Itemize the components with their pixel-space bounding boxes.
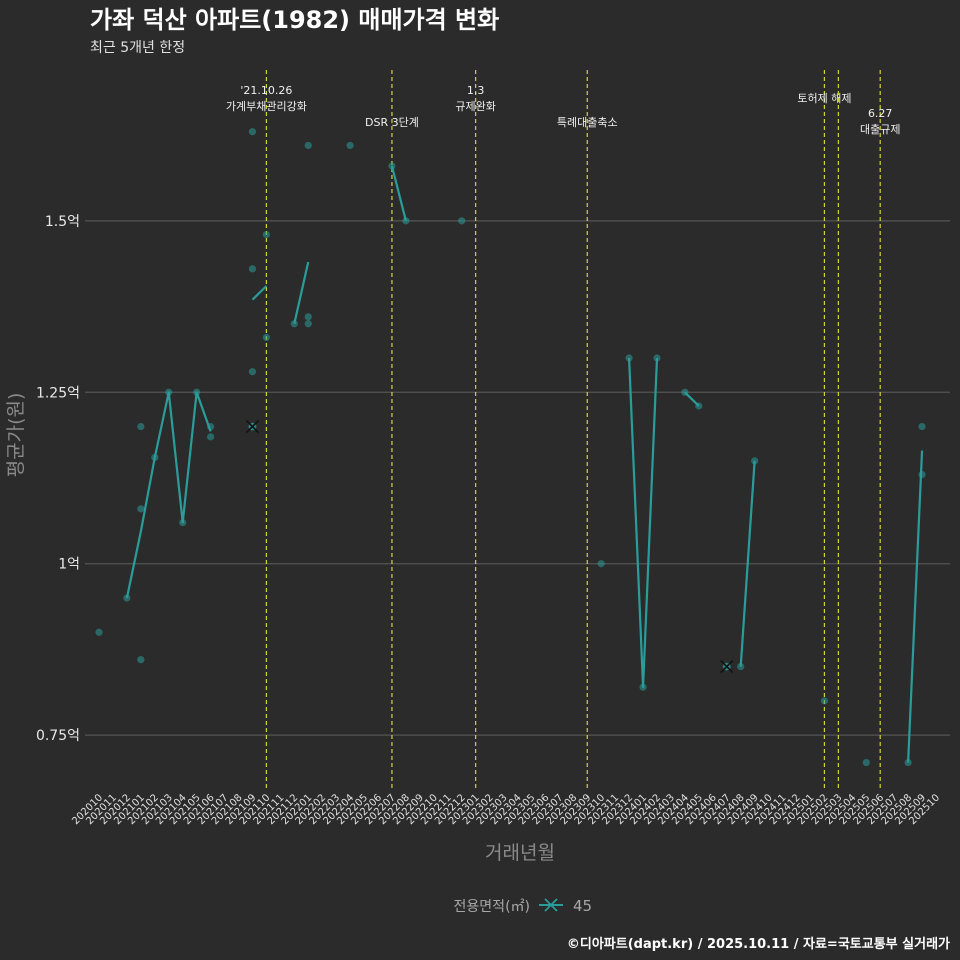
chart-title: 가좌 덕산 아파트(1982) 매매가격 변화 — [90, 6, 499, 34]
data-point — [597, 560, 605, 568]
data-point — [151, 453, 159, 462]
y-tick-label: 1.25억 — [36, 385, 80, 401]
data-point — [95, 628, 103, 636]
data-point — [304, 141, 312, 150]
series-line-segment — [390, 165, 407, 222]
data-point — [137, 422, 145, 431]
chart-subtitle: 최근 5개년 한정 — [90, 40, 185, 56]
cross-marker — [720, 660, 734, 674]
cross-marker-stroke — [720, 660, 734, 674]
data-point — [248, 128, 257, 136]
event-label: 6.27 — [868, 107, 893, 120]
data-point — [290, 320, 298, 328]
data-point — [904, 758, 912, 767]
y-tick-label: 1.5억 — [45, 214, 80, 230]
legend: 전용면적(㎡) 45 — [454, 897, 593, 915]
data-point — [304, 320, 312, 328]
y-axis-ticks: 0.75억 1억 1.25억 1.5억 — [36, 214, 80, 744]
data-point — [137, 656, 145, 664]
data-point — [207, 422, 215, 431]
data-point — [737, 662, 745, 671]
series-line-segment — [739, 460, 756, 667]
y-gridlines — [85, 220, 950, 736]
data-point — [248, 265, 257, 273]
data-point — [681, 388, 689, 396]
data-point — [388, 162, 396, 170]
data-point — [304, 313, 312, 321]
data-point — [123, 594, 131, 602]
cross-marker — [245, 420, 260, 434]
series-line-segment — [293, 261, 310, 324]
data-point — [207, 433, 215, 441]
legend-title: 전용면적(㎡) — [454, 899, 530, 915]
data-point — [918, 470, 926, 479]
event-label: 대출규제 — [860, 123, 900, 136]
x-axis-label: 거래년월 — [485, 842, 555, 864]
data-point — [248, 368, 257, 376]
data-point — [346, 141, 354, 150]
event-label: 가계부채관리강화 — [226, 100, 307, 113]
data-point — [165, 388, 173, 396]
data-point — [862, 758, 870, 767]
data-point — [625, 354, 633, 362]
y-axis-label: 평균가(원) — [5, 393, 27, 478]
event-label: 1.3 — [467, 84, 485, 97]
data-point — [639, 683, 647, 691]
event-label: DSR 3단계 — [365, 116, 419, 129]
series-line-segment — [251, 285, 268, 301]
data-point — [653, 354, 661, 362]
data-point — [458, 217, 466, 225]
cross-marker-stroke — [245, 420, 260, 434]
event-label: '21.10.26 — [240, 84, 292, 97]
x-axis-ticks: 2020102020112020122021012021022021032021… — [70, 792, 942, 827]
data-point — [918, 422, 926, 431]
event-label: 토허제 해제 — [797, 91, 851, 105]
source-caption: ©디아파트(dapt.kr) / 2025.10.11 / 자료=국토교통부 실… — [567, 936, 950, 952]
legend-label-45: 45 — [573, 897, 592, 915]
data-point — [751, 457, 759, 465]
series-line-segment — [125, 391, 212, 599]
series-line-segment — [907, 450, 924, 763]
data-point — [193, 388, 201, 396]
y-tick-label: 1억 — [58, 557, 80, 573]
data-point — [137, 505, 145, 513]
series-45 — [95, 128, 926, 767]
legend-swatch-45 — [539, 898, 563, 912]
data-point — [179, 518, 187, 527]
event-label: 규제완화 — [455, 100, 495, 113]
data-point — [262, 333, 270, 342]
y-tick-label: 0.75억 — [36, 728, 80, 744]
data-point — [262, 230, 270, 239]
data-point — [820, 697, 829, 705]
series-line-segment — [628, 357, 659, 689]
data-point — [695, 402, 703, 410]
event-label: 특례대출축소 — [557, 116, 618, 129]
data-point — [402, 217, 410, 225]
